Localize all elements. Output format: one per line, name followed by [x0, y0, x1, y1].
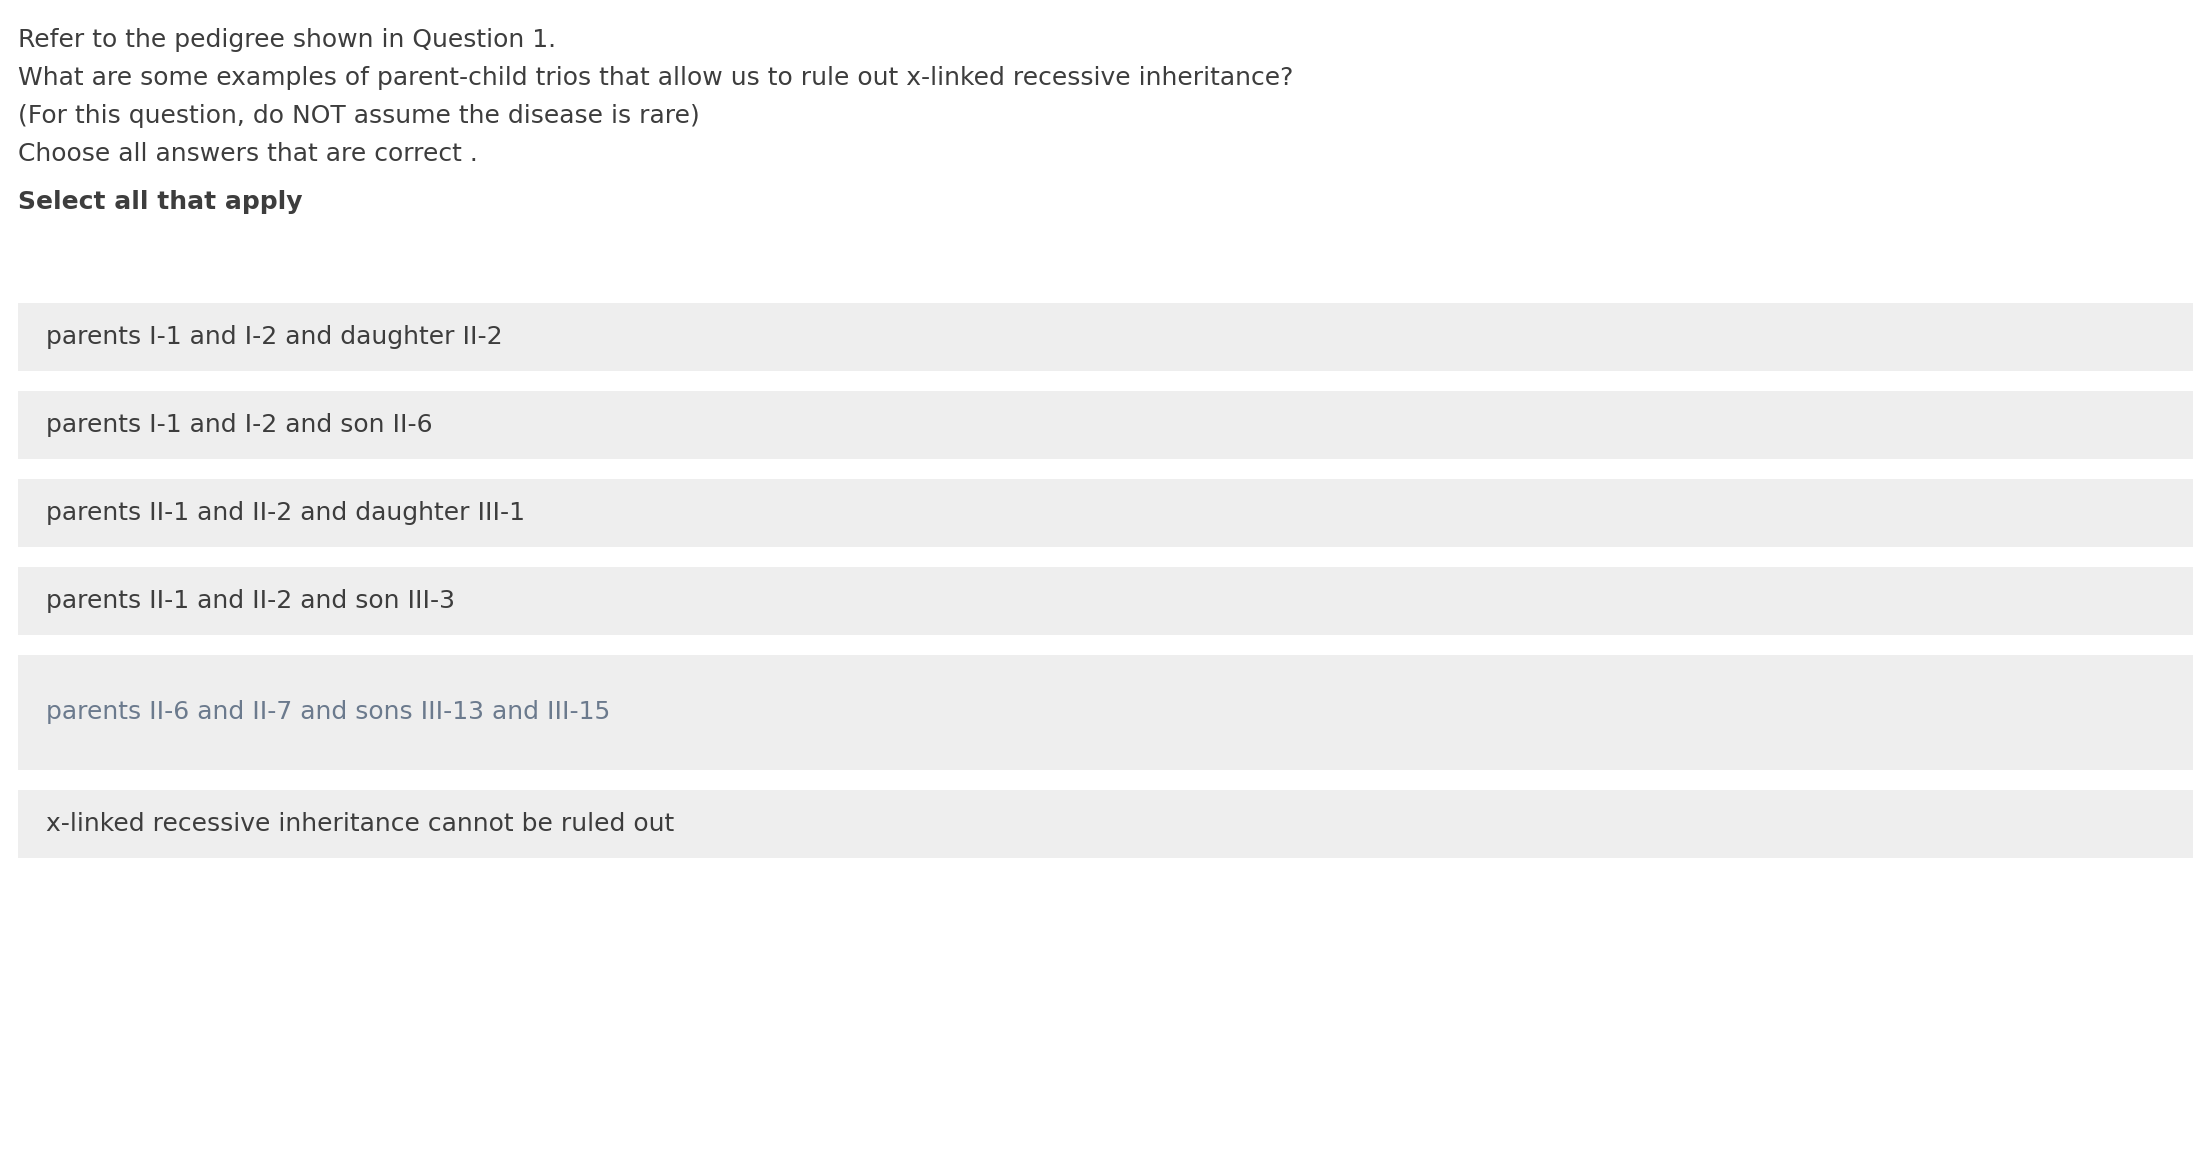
Bar: [18, 790, 2193, 858]
Text: parents I-1 and I-2 and son II-6: parents I-1 and I-2 and son II-6: [46, 413, 433, 437]
Text: parents II-1 and II-2 and daughter III-1: parents II-1 and II-2 and daughter III-1: [46, 501, 524, 525]
Text: Refer to the pedigree shown in Question 1.: Refer to the pedigree shown in Question …: [18, 28, 557, 52]
Bar: [18, 391, 2193, 459]
Text: parents II-6 and II-7 and sons III-13 and III-15: parents II-6 and II-7 and sons III-13 an…: [46, 700, 610, 724]
Text: Select all that apply: Select all that apply: [18, 190, 303, 214]
Text: (For this question, do NOT assume the disease is rare): (For this question, do NOT assume the di…: [18, 104, 699, 127]
Text: Choose all answers that are correct .: Choose all answers that are correct .: [18, 143, 478, 166]
Text: parents I-1 and I-2 and daughter II-2: parents I-1 and I-2 and daughter II-2: [46, 325, 502, 349]
Text: parents II-1 and II-2 and son III-3: parents II-1 and II-2 and son III-3: [46, 589, 455, 613]
Text: What are some examples of parent-child trios that allow us to rule out x-linked : What are some examples of parent-child t…: [18, 66, 1293, 90]
Bar: [18, 655, 2193, 770]
Text: x-linked recessive inheritance cannot be ruled out: x-linked recessive inheritance cannot be…: [46, 812, 674, 836]
Bar: [18, 567, 2193, 635]
Bar: [18, 302, 2193, 371]
Bar: [18, 479, 2193, 547]
